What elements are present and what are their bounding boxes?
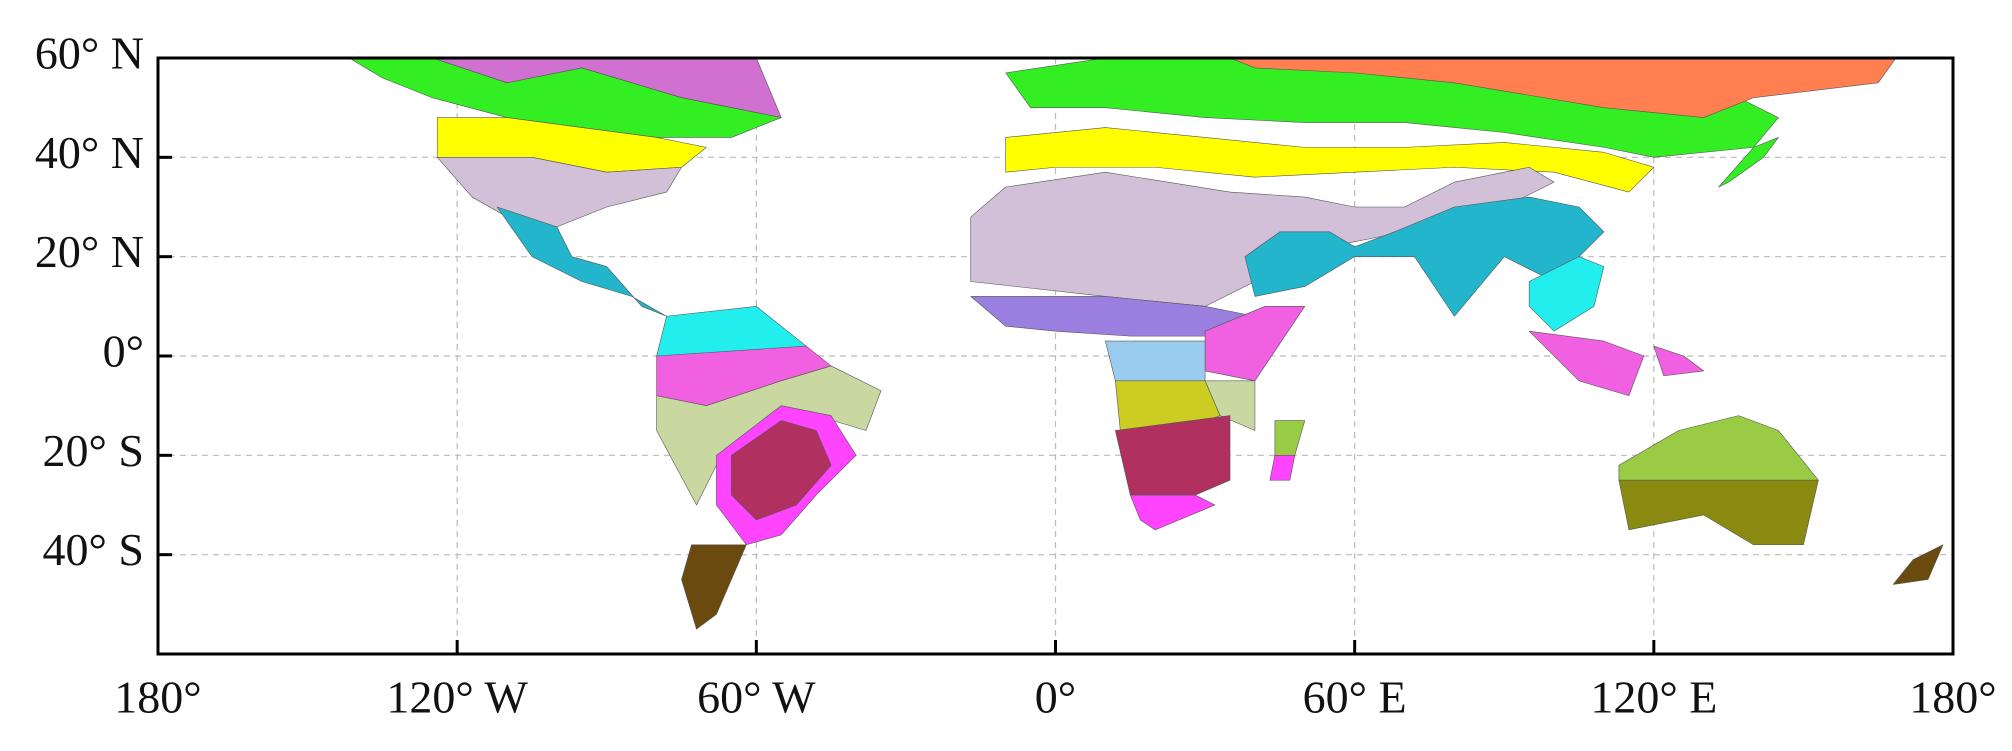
climate-zone (1528, 330, 1645, 397)
y-tick-label: 0° (103, 326, 144, 377)
climate-zones (348, 58, 1944, 630)
climate-zone (731, 420, 832, 521)
x-tick-label: 0° (1035, 672, 1076, 723)
climate-zone (656, 365, 882, 506)
climate-zone (1129, 494, 1216, 531)
climate-zone (1115, 415, 1231, 496)
x-tick-label: 120° W (386, 672, 528, 723)
climate-zone (1892, 544, 1944, 585)
y-tick-label: 40° S (43, 524, 144, 575)
climate-zone (1105, 340, 1206, 382)
climate-zone (1274, 420, 1306, 456)
y-tick-label: 20° S (43, 425, 144, 476)
climate-zone (1618, 415, 1819, 481)
climate-zone (1229, 58, 1897, 118)
x-tick-label: 60° E (1303, 672, 1407, 723)
x-tick-label: 120° E (1590, 672, 1717, 723)
climate-zone (1653, 345, 1704, 377)
climate-zone (348, 58, 782, 138)
climate-zone (1244, 196, 1605, 317)
climate-zone (1005, 127, 1655, 193)
y-tick-label: 20° N (35, 226, 144, 277)
y-tick-label: 60° N (35, 28, 144, 79)
climate-zone (1618, 479, 1819, 546)
climate-zone (681, 544, 747, 630)
climate-zone (1718, 137, 1779, 188)
map (348, 58, 1944, 630)
x-tick-label: 180° (114, 672, 201, 723)
climate-zone (436, 157, 682, 228)
x-tick-label: 180° (1909, 672, 1996, 723)
climate-zone (496, 206, 667, 317)
y-tick-label: 40° N (35, 127, 144, 178)
climate-zone (1528, 256, 1605, 332)
climate-zone (1269, 455, 1296, 481)
x-tick-label: 60° W (697, 672, 816, 723)
